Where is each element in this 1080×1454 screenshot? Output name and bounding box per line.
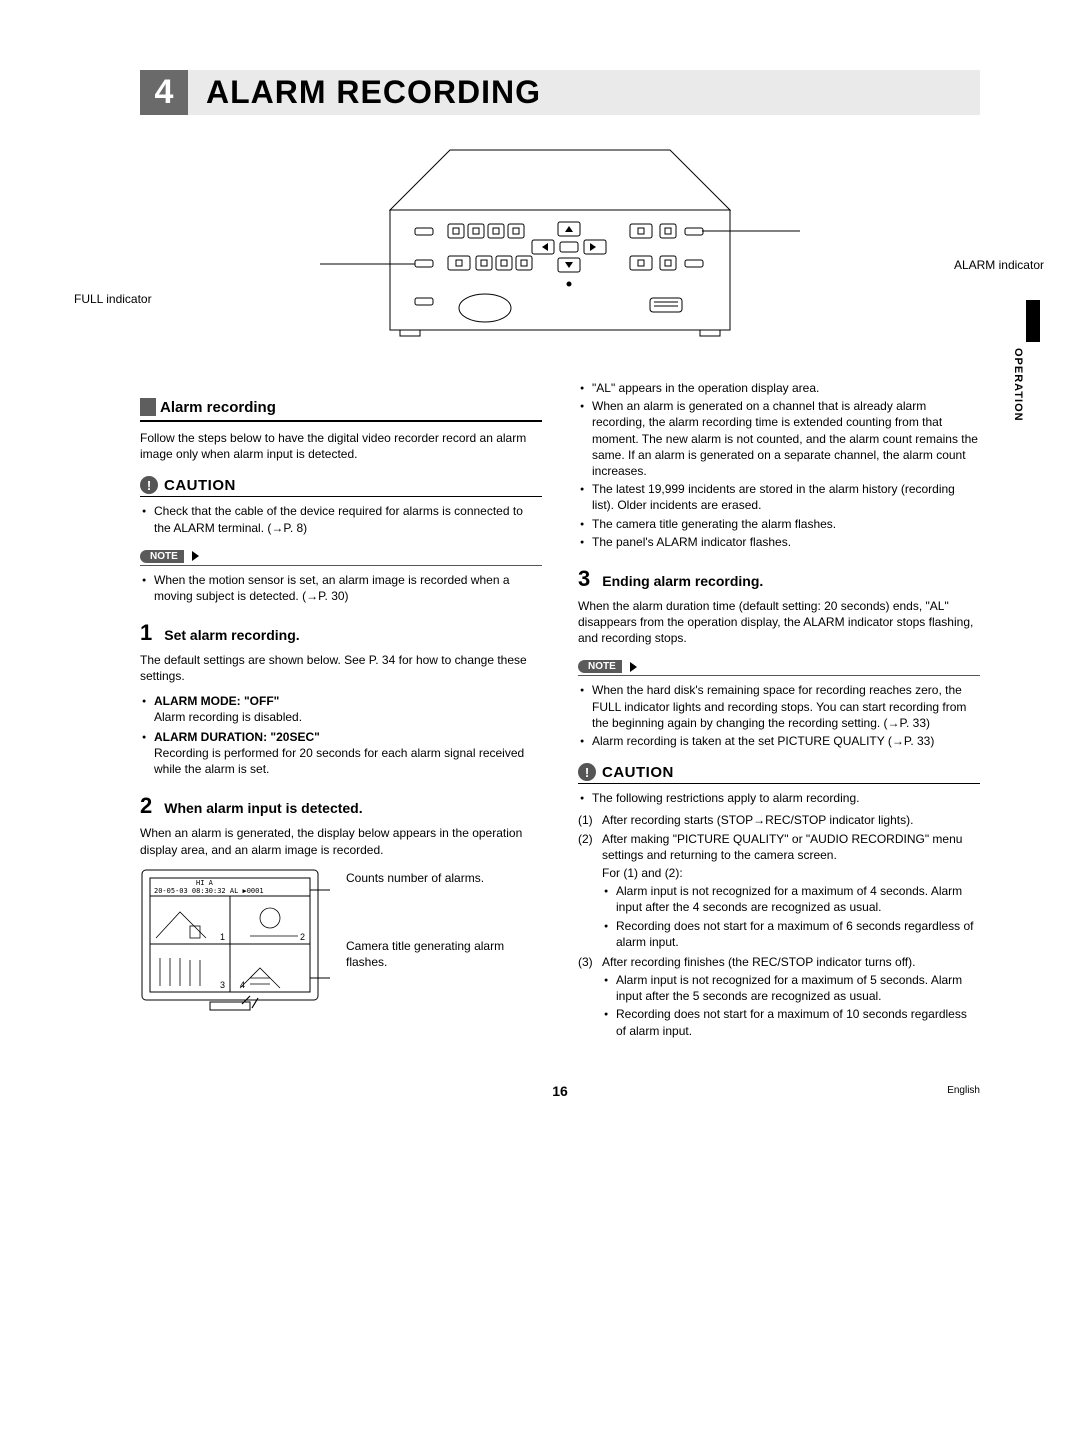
caution-heading: ! CAUTION <box>578 763 980 781</box>
caution-icon: ! <box>140 476 158 494</box>
step-1-heading: 1 Set alarm recording. <box>140 620 542 646</box>
device-figure: FULL indicator ALARM indicator <box>140 140 980 350</box>
param-list: ALARM MODE: "OFF" Alarm recording is dis… <box>140 693 542 778</box>
osd-top-text: HI A <box>196 879 214 887</box>
bullet-item: The panel's ALARM indicator flashes. <box>578 534 980 550</box>
svg-text:1: 1 <box>220 932 225 942</box>
caution-lead: The following restrictions apply to alar… <box>578 790 980 806</box>
note-list: When the hard disk's remaining space for… <box>578 682 980 749</box>
note-item: When the motion sensor is set, an alarm … <box>140 572 542 604</box>
caution-lead-list: The following restrictions apply to alar… <box>578 790 980 806</box>
note-label: NOTE <box>578 660 622 673</box>
side-tab-label: OPERATION <box>1012 348 1024 422</box>
sub-item: Alarm input is not recognized for a maxi… <box>602 883 980 915</box>
caution-label: CAUTION <box>164 477 236 494</box>
note-arrow-icon <box>192 551 199 561</box>
param-name: ALARM DURATION: "20SEC" <box>154 730 320 744</box>
caution-icon: ! <box>578 763 596 781</box>
section-bar-icon <box>140 398 156 416</box>
sub-3: Alarm input is not recognized for a maxi… <box>578 972 980 1039</box>
param-item: ALARM DURATION: "20SEC" Recording is per… <box>140 729 542 778</box>
page-number: 16 <box>140 1083 980 1099</box>
right-column: "AL" appears in the operation display ar… <box>578 380 980 1043</box>
chapter-title: ALARM RECORDING <box>188 70 980 115</box>
sub-item: Recording does not start for a maximum o… <box>602 918 980 950</box>
svg-text:2: 2 <box>300 932 305 942</box>
restriction-3: (3)After recording finishes (the REC/STO… <box>578 954 980 970</box>
left-column: Alarm recording Follow the steps below t… <box>140 380 542 1043</box>
device-diagram <box>320 140 800 350</box>
for-1-2: For (1) and (2): <box>578 865 980 881</box>
restrictions-list-3: (3)After recording finishes (the REC/STO… <box>578 954 980 970</box>
note-arrow-icon <box>630 662 637 672</box>
sub-item: Alarm input is not recognized for a maxi… <box>602 972 980 1004</box>
side-tab-marker <box>1026 300 1040 342</box>
monitor-label-1: Counts number of alarms. <box>346 870 542 886</box>
step-number: 3 <box>578 566 590 592</box>
osd-text: 20-05-03 08:30:32 AL ▶0001 <box>154 887 264 895</box>
step-1-text: The default settings are shown below. Se… <box>140 652 542 684</box>
step-title: When alarm input is detected. <box>164 800 362 816</box>
caution-heading: ! CAUTION <box>140 476 542 494</box>
sub-1-2: Alarm input is not recognized for a maxi… <box>578 883 980 950</box>
step-title: Set alarm recording. <box>164 627 299 643</box>
step-number: 1 <box>140 620 152 646</box>
full-indicator-label: FULL indicator <box>74 292 152 306</box>
caution-item: Check that the cable of the device requi… <box>140 503 542 535</box>
note-heading: NOTE <box>578 660 980 673</box>
step-3-heading: 3 Ending alarm recording. <box>578 566 980 592</box>
note-item: When the hard disk's remaining space for… <box>578 682 980 731</box>
param-name: ALARM MODE: "OFF" <box>154 694 279 708</box>
param-desc: Recording is performed for 20 seconds fo… <box>154 746 524 776</box>
step-2-heading: 2 When alarm input is detected. <box>140 793 542 819</box>
bullet-item: When an alarm is generated on a channel … <box>578 398 980 479</box>
bullet-item: "AL" appears in the operation display ar… <box>578 380 980 396</box>
note-item: Alarm recording is taken at the set PICT… <box>578 733 980 749</box>
restriction-2: (2)After making "PICTURE QUALITY" or "AU… <box>578 831 980 863</box>
restriction-1: (1)After recording starts (STOP→REC/STOP… <box>578 812 980 828</box>
sub-item: Recording does not start for a maximum o… <box>602 1006 980 1038</box>
svg-text:4: 4 <box>240 980 245 990</box>
content-columns: Alarm recording Follow the steps below t… <box>140 380 980 1043</box>
note-heading: NOTE <box>140 550 542 563</box>
alarm-indicator-label: ALARM indicator <box>954 258 1044 272</box>
chapter-header: 4 ALARM RECORDING <box>140 70 980 115</box>
bullet-item: The camera title generating the alarm fl… <box>578 516 980 532</box>
chapter-number: 4 <box>140 70 188 115</box>
step-3-text: When the alarm duration time (default se… <box>578 598 980 647</box>
param-item: ALARM MODE: "OFF" Alarm recording is dis… <box>140 693 542 725</box>
side-tab: OPERATION <box>1012 300 1040 422</box>
caution-list: Check that the cable of the device requi… <box>140 503 542 535</box>
monitor-labels: Counts number of alarms. Camera title ge… <box>346 868 542 971</box>
page-footer: 16 English <box>140 1083 980 1103</box>
monitor-figure: HI A 20-05-03 08:30:32 AL ▶0001 1 2 3 4 … <box>140 868 542 1018</box>
note-label: NOTE <box>140 550 184 563</box>
svg-text:3: 3 <box>220 980 225 990</box>
note-list: When the motion sensor is set, an alarm … <box>140 572 542 604</box>
step-title: Ending alarm recording. <box>602 573 763 589</box>
section-heading: Alarm recording <box>140 398 542 416</box>
restrictions-list: (1)After recording starts (STOP→REC/STOP… <box>578 812 980 863</box>
step-number: 2 <box>140 793 152 819</box>
intro-text: Follow the steps below to have the digit… <box>140 430 542 462</box>
language-label: English <box>947 1085 980 1096</box>
monitor-label-2: Camera title generating alarm flashes. <box>346 938 542 970</box>
step-2-text: When an alarm is generated, the display … <box>140 825 542 857</box>
top-bullets: "AL" appears in the operation display ar… <box>578 380 980 550</box>
param-desc: Alarm recording is disabled. <box>154 710 302 724</box>
monitor-diagram: HI A 20-05-03 08:30:32 AL ▶0001 1 2 3 4 <box>140 868 330 1018</box>
caution-label: CAUTION <box>602 764 674 781</box>
section-title: Alarm recording <box>160 399 276 416</box>
bullet-item: The latest 19,999 incidents are stored i… <box>578 481 980 513</box>
